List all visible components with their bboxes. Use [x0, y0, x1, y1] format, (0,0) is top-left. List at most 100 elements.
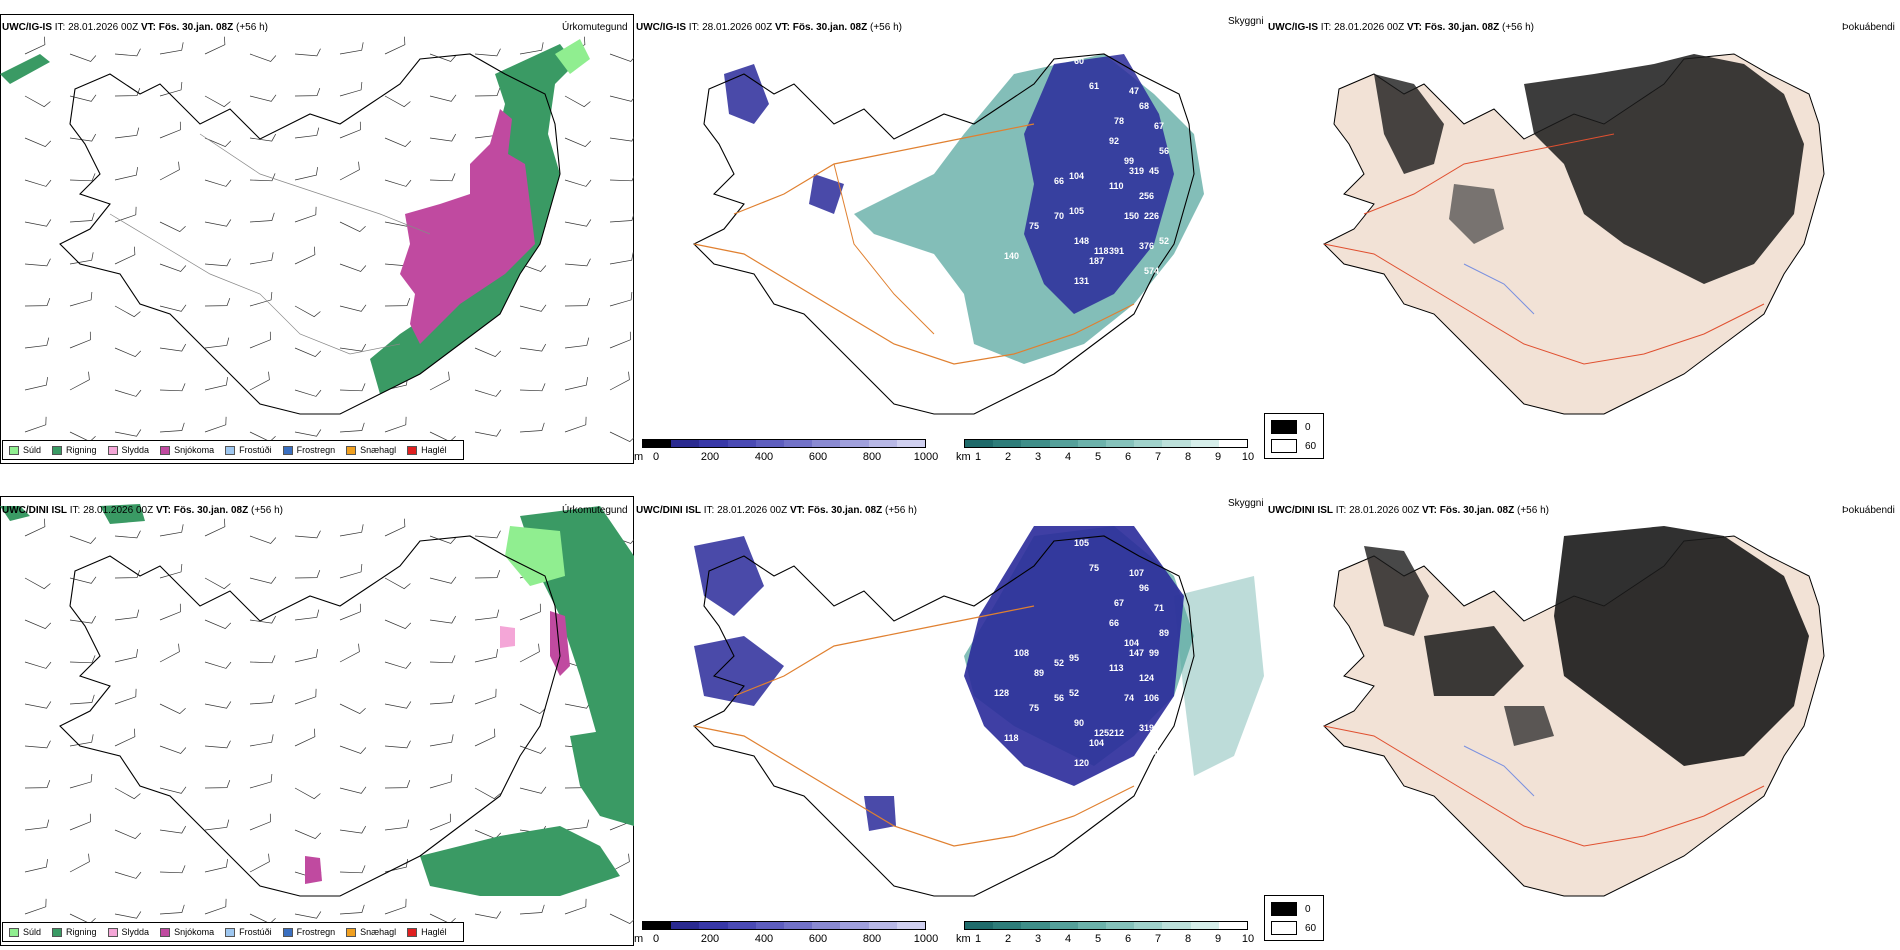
colorbar-strip [642, 439, 926, 448]
wind-barb [249, 53, 277, 62]
wind-barb [339, 121, 361, 139]
wind-barb [294, 429, 322, 437]
colorbar-tick: 4 [1064, 933, 1072, 945]
colorbar-tick: 10 [1241, 933, 1255, 945]
wind-barb [159, 563, 183, 579]
fog-legend-label: 60 [1305, 922, 1317, 934]
wind-barb [249, 694, 275, 705]
cloud-base-label: 105 [1069, 206, 1084, 216]
colorbar-tick: 200 [700, 451, 720, 463]
colorbar-tick: 5 [1094, 451, 1102, 463]
colorbar-cell [1218, 440, 1248, 447]
legend-label: Slydda [121, 927, 150, 937]
wind-barb [69, 853, 90, 873]
legend-label: Snjókoma [174, 927, 215, 937]
precip-title-bottom: UWC/DINI ISL IT: 28.01.2026 00Z VT: Fös.… [2, 505, 283, 516]
wind-barb [204, 518, 226, 537]
wind-barb [24, 179, 52, 187]
wind-barb [429, 615, 457, 624]
precip-map-top [0, 36, 634, 443]
wind-barb [69, 291, 93, 307]
wind-barb [159, 304, 187, 312]
wind-barb [249, 133, 277, 142]
wind-barb [294, 569, 321, 579]
wind-barb [24, 859, 48, 873]
colorbar-unit: m [634, 933, 644, 945]
wind-barb [249, 371, 270, 391]
cloud-dark-area [724, 54, 1174, 314]
coastline [59, 535, 561, 897]
wind-barb [429, 94, 457, 102]
wind-barb [384, 137, 412, 148]
wind-barb [294, 48, 321, 57]
wind-barb [564, 95, 591, 108]
wind-barb [114, 127, 140, 139]
wind-barb [294, 787, 321, 800]
wind-barb [204, 258, 231, 267]
wind-barb [159, 161, 180, 181]
wind-barb [159, 745, 187, 754]
colorbar-tick: 3 [1034, 933, 1042, 945]
wind-barb [609, 95, 634, 102]
cloud-base-label: 574 [1144, 266, 1159, 276]
wind-barb [429, 535, 457, 544]
wind-barb [249, 576, 277, 584]
wind-barb [114, 569, 141, 579]
legend-swatch [107, 445, 118, 455]
colorbar-cell [1134, 922, 1163, 929]
wind-barb [249, 291, 273, 307]
cloud-base-label: 106 [1144, 693, 1159, 703]
colorbar-cell [699, 440, 728, 447]
colorbar-tick: 10 [1241, 451, 1255, 463]
legend-swatch [346, 927, 357, 937]
colorbar-tick: 1 [974, 451, 982, 463]
cloud-base-label: 120 [1074, 758, 1089, 768]
wind-barb [159, 263, 187, 272]
wind-barb [474, 609, 500, 621]
wind-barb [609, 212, 634, 223]
wind-barb [339, 304, 367, 312]
wind-barb [339, 825, 367, 834]
wind-barb [204, 137, 232, 148]
wind-barb [69, 813, 91, 831]
cloud-base-label: 140 [1004, 251, 1019, 261]
cloud-dark-area [694, 526, 1184, 831]
wind-barb [204, 337, 230, 349]
wind-barb [159, 42, 184, 55]
fog-legend-row: 60 [1271, 921, 1316, 935]
colorbar-cell [896, 922, 926, 929]
wind-barb [294, 688, 317, 705]
wind-barb [429, 576, 457, 584]
wind-barb [339, 161, 360, 181]
wind-barb [114, 305, 141, 318]
colorbar-cell [812, 922, 841, 929]
colorbar-cell [1077, 440, 1107, 447]
legend-item: Súld [9, 927, 41, 937]
cloud-base-label: 52 [1069, 688, 1079, 698]
wind-barb [384, 179, 412, 187]
legend-item: Snæhagl [346, 445, 396, 455]
fog-legend-swatch [1271, 902, 1297, 916]
cloud-panel-bottom: 105 75 52 56 75 67 66 104 95 52 113 125 120 118 90 74 10… [634, 496, 1264, 946]
colorbar-cell [868, 922, 897, 929]
cloud-base-label: 89 [1159, 628, 1169, 638]
cloud-base-label: 105 [1074, 538, 1089, 548]
legend-item: Frostregn [282, 445, 335, 455]
wind-barb [114, 787, 141, 800]
wind-barb [384, 740, 411, 749]
legend-item: Haglél [407, 445, 447, 455]
wind-barb [69, 734, 94, 747]
wind-barb [24, 619, 52, 630]
colorbar-cell [896, 440, 926, 447]
wind-barb [474, 688, 497, 705]
wind-barb [609, 291, 633, 307]
cloud-base-label: 104 [1144, 748, 1159, 758]
wind-barb [474, 389, 502, 397]
colorbar-cell [993, 440, 1022, 447]
wind-barb [159, 643, 180, 663]
wind-barb [159, 383, 186, 392]
wind-barb [339, 904, 365, 915]
colorbar-tick: 800 [862, 451, 882, 463]
legend-swatch [160, 927, 171, 937]
wind-barb [294, 246, 316, 265]
